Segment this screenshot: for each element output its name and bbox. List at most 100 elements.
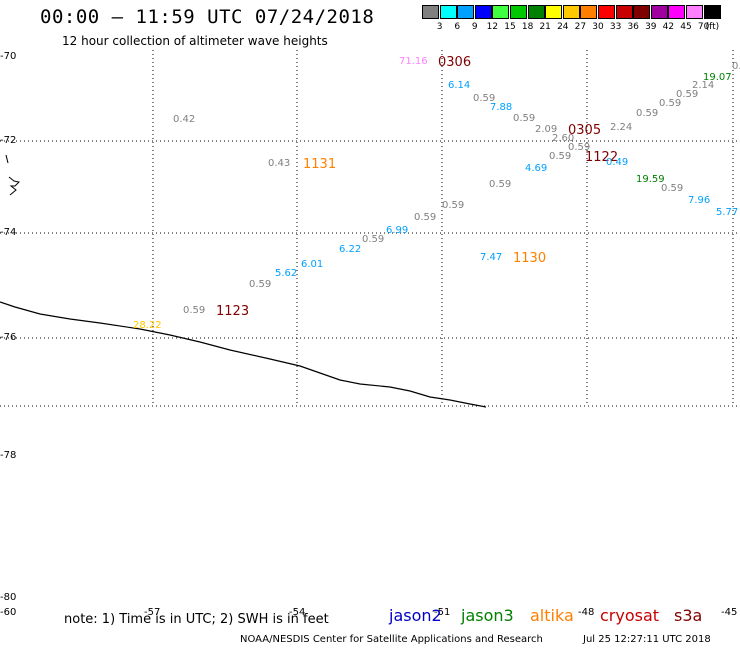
pass-time-label: 0305 xyxy=(568,123,602,138)
legend-swatch xyxy=(492,5,510,19)
lat-label: -72 xyxy=(0,135,17,146)
satellite-label-jason3: jason3 xyxy=(461,606,514,625)
wave-height-value: 6.01 xyxy=(301,259,324,270)
legend-tick: 39 xyxy=(645,22,657,32)
legend-tick: 3 xyxy=(436,22,443,32)
wave-height-value: 6.99 xyxy=(386,225,409,236)
wave-height-value: 2.24 xyxy=(610,122,633,133)
legend-swatch xyxy=(580,5,598,19)
legend-swatch xyxy=(615,5,633,19)
legend-tick: 30 xyxy=(592,22,604,32)
coastline xyxy=(0,301,487,408)
lon-label: -60 xyxy=(0,607,17,618)
coastline-fragment-2 xyxy=(5,154,9,164)
legend-swatch xyxy=(598,5,615,19)
satellite-label-altika: altika xyxy=(530,606,574,625)
pass-time-label: 1122 xyxy=(585,150,619,165)
wave-height-value: 0.43 xyxy=(268,158,291,169)
wave-height-value: 0.49 xyxy=(606,157,629,168)
wave-height-value: 0.59 xyxy=(473,93,496,104)
pass-time-label: 1130 xyxy=(513,251,547,266)
wave-height-value: 6.22 xyxy=(339,244,362,255)
wave-height-value: 6.14 xyxy=(448,80,471,91)
wave-height-value: 0.59 xyxy=(636,108,659,119)
wave-height-value: 0.59 xyxy=(676,89,699,100)
lat-label: -74 xyxy=(0,227,17,238)
lon-label: -48 xyxy=(578,607,595,618)
wave-height-value: 7.47 xyxy=(480,252,503,263)
legend-swatch xyxy=(562,5,580,19)
legend-tick: 42 xyxy=(662,22,675,32)
wave-height-value: 0.4 xyxy=(732,61,740,72)
wave-height-value: 2.09 xyxy=(535,124,558,135)
wave-height-value: 0.59 xyxy=(414,212,437,223)
satellite-label-s3a: s3a xyxy=(674,606,703,625)
wave-height-value: 5.62 xyxy=(275,268,298,279)
legend-swatch xyxy=(510,5,527,19)
wave-height-value: 2.14 xyxy=(692,80,715,91)
lat-label: -80 xyxy=(0,592,17,603)
legend-swatch xyxy=(527,5,545,19)
legend-swatch xyxy=(439,5,457,19)
lon-label: -45 xyxy=(721,607,738,618)
legend-tick: 18 xyxy=(521,22,534,32)
legend-swatch xyxy=(545,5,563,19)
lon-label: -57 xyxy=(144,607,161,618)
wave-height-value: 0.59 xyxy=(183,305,206,316)
legend-swatch xyxy=(633,5,651,19)
legend-swatch xyxy=(703,5,721,19)
graticule xyxy=(0,50,740,406)
page-subtitle: 12 hour collection of altimeter wave hei… xyxy=(62,34,328,48)
legend-tick: 21 xyxy=(539,22,551,32)
satellite-label-cryosat: cryosat xyxy=(600,606,660,625)
lat-label: -76 xyxy=(0,332,17,343)
legend-tick: 33 xyxy=(609,22,622,32)
legend-tick: 36 xyxy=(627,22,639,32)
credit-line: NOAA/NESDIS Center for Satellite Applica… xyxy=(240,634,543,645)
wave-height-value: 0.59 xyxy=(249,279,272,290)
legend-tick: 12 xyxy=(486,22,499,32)
lon-label: -51 xyxy=(434,607,451,618)
wave-height-value: 0.59 xyxy=(659,98,682,109)
satellite-label-jason2: jason2 xyxy=(389,606,442,625)
legend-tick: 45 xyxy=(680,22,692,32)
wave-height-value: 28.22 xyxy=(133,320,162,331)
coastline-fragment xyxy=(8,176,21,196)
wave-height-value: 19.07 xyxy=(703,72,732,83)
units-note: note: 1) Time is in UTC; 2) SWH is in fe… xyxy=(64,612,329,627)
legend-swatch xyxy=(668,5,686,19)
wave-height-value: 7.88 xyxy=(490,102,513,113)
lat-label: -70 xyxy=(0,51,17,62)
legend-tick: 6 xyxy=(454,22,461,32)
lon-label: -54 xyxy=(289,607,306,618)
legend-tick: 70 xyxy=(697,22,710,32)
wave-height-value: 0.59 xyxy=(362,234,385,245)
page-title: 00:00 — 11:59 UTC 07/24/2018 xyxy=(40,6,375,28)
wave-height-value: 0.59 xyxy=(442,200,465,211)
generated-timestamp: Jul 25 12:27:11 UTC 2018 xyxy=(583,634,711,645)
wave-height-value: 0.59 xyxy=(513,113,536,124)
legend-swatch xyxy=(474,5,492,19)
legend-tick: 15 xyxy=(504,22,516,32)
legend-swatch xyxy=(422,5,439,19)
wave-height-value: 0.59 xyxy=(661,183,684,194)
legend-tick: 24 xyxy=(557,22,569,32)
wave-height-value: 5.77 xyxy=(716,207,739,218)
wave-height-value: 4.69 xyxy=(525,163,548,174)
wave-height-value: 0.42 xyxy=(173,114,196,125)
pass-time-label: 1123 xyxy=(216,304,250,319)
legend-tick: 9 xyxy=(471,22,478,32)
legend-unit: (ft) xyxy=(705,22,720,32)
wave-height-value: 2.60 xyxy=(552,133,575,144)
legend-swatch xyxy=(457,5,475,19)
legend-swatch xyxy=(650,5,668,19)
legend-tick: 27 xyxy=(574,22,587,32)
wave-height-value: 0.59 xyxy=(549,151,572,162)
wave-height-value: 71.16 xyxy=(399,56,428,67)
wave-height-value: 19.59 xyxy=(636,174,665,185)
lat-label: -78 xyxy=(0,450,17,461)
pass-time-label: 0306 xyxy=(438,55,472,70)
wave-height-value: 0.59 xyxy=(568,142,591,153)
